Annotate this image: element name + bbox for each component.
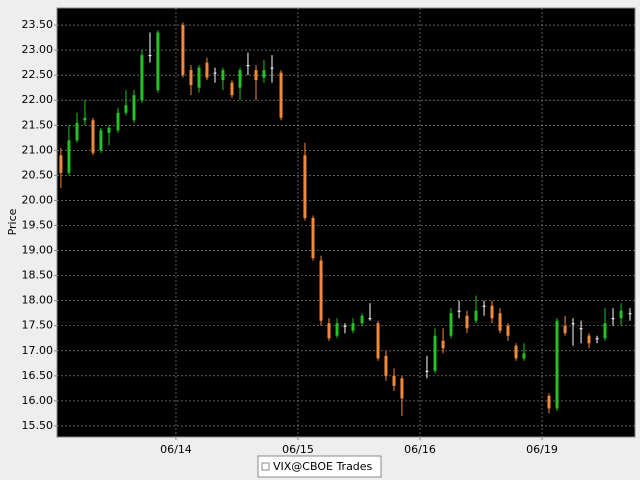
candle-body <box>148 55 152 57</box>
candle-body <box>124 105 128 113</box>
candle-body <box>181 25 185 76</box>
candle-body <box>343 325 347 327</box>
candle-body <box>91 120 95 153</box>
candle-body <box>547 395 551 409</box>
candle-body <box>303 155 307 218</box>
candle-body <box>197 67 201 88</box>
y-tick-label: 23.50 <box>22 18 54 31</box>
y-tick-label: 16.50 <box>22 369 54 382</box>
y-tick-label: 19.00 <box>22 244 54 257</box>
x-tick-label: 06/16 <box>404 443 436 456</box>
candle-body <box>603 323 607 339</box>
candle-body <box>441 340 445 349</box>
candle-body <box>595 338 599 340</box>
y-tick-label: 21.00 <box>22 143 54 156</box>
y-tick-label: 21.50 <box>22 118 54 131</box>
candle-body <box>579 328 583 330</box>
plot-area <box>56 7 636 438</box>
candle-body <box>563 325 567 334</box>
candle-body <box>254 70 258 81</box>
x-tick-label: 06/14 <box>160 443 192 456</box>
candle-body <box>611 318 615 320</box>
candle-body <box>67 140 71 173</box>
candle-body <box>319 260 323 321</box>
candle-body <box>246 65 250 67</box>
candle-body <box>335 323 339 336</box>
candle-body <box>75 122 79 141</box>
candle-body <box>189 70 193 86</box>
y-tick-label: 18.00 <box>22 294 54 307</box>
x-tick-label: 06/15 <box>282 443 314 456</box>
candle-body <box>514 345 518 359</box>
candle-body <box>384 355 388 376</box>
candle-body <box>465 315 469 329</box>
candle-body <box>213 72 217 74</box>
y-tick-label: 16.00 <box>22 394 54 407</box>
legend-label: VIX@CBOE Trades <box>273 460 373 473</box>
y-tick-label: 20.00 <box>22 193 54 206</box>
y-tick-label: 20.50 <box>22 168 54 181</box>
candle-body <box>311 217 315 259</box>
candle-body <box>132 95 136 121</box>
candle-body <box>400 378 404 399</box>
candle-body <box>449 313 453 336</box>
candle-body <box>619 310 623 319</box>
candle-body <box>83 117 87 121</box>
legend <box>257 455 382 478</box>
candle-body <box>351 323 355 331</box>
candle-body <box>522 353 526 359</box>
candle-body <box>140 55 144 101</box>
y-tick-label: 23.00 <box>22 43 54 56</box>
candle-body <box>587 335 591 344</box>
y-tick-label: 17.00 <box>22 344 54 357</box>
candle-body <box>555 320 559 409</box>
candle-body <box>498 313 502 331</box>
y-axis-label: Price <box>6 208 19 235</box>
candle-body <box>327 323 331 339</box>
candle-body <box>238 70 242 88</box>
candle-body <box>368 318 372 320</box>
candle-body <box>376 323 380 359</box>
candle-body <box>99 130 103 151</box>
y-tick-label: 22.50 <box>22 68 54 81</box>
candle-body <box>262 70 266 78</box>
candle-body <box>392 375 396 386</box>
candle-body <box>205 62 209 78</box>
candle-body <box>571 323 575 325</box>
candle-body <box>628 313 632 315</box>
candle-body <box>107 127 111 133</box>
candle-body <box>425 370 429 372</box>
y-tick-label: 15.50 <box>22 419 54 432</box>
legend-swatch <box>261 462 270 471</box>
candle-body <box>59 155 63 173</box>
candle-body <box>279 72 283 118</box>
candle-body <box>490 305 494 319</box>
y-tick-label: 17.50 <box>22 319 54 332</box>
candle-body <box>156 32 160 91</box>
y-tick-label: 19.50 <box>22 219 54 232</box>
candle-body <box>433 335 437 371</box>
candle-body <box>457 310 461 312</box>
candle-body <box>360 315 364 324</box>
candle-body <box>116 112 120 131</box>
candle-body <box>506 325 510 336</box>
candle-body <box>474 310 478 321</box>
candle-body <box>230 82 234 96</box>
y-tick-label: 18.50 <box>22 269 54 282</box>
candle-body <box>270 67 274 69</box>
y-tick-label: 22.00 <box>22 93 54 106</box>
candle-body <box>221 70 225 81</box>
x-tick-label: 06/19 <box>526 443 558 456</box>
candle-body <box>482 305 486 307</box>
